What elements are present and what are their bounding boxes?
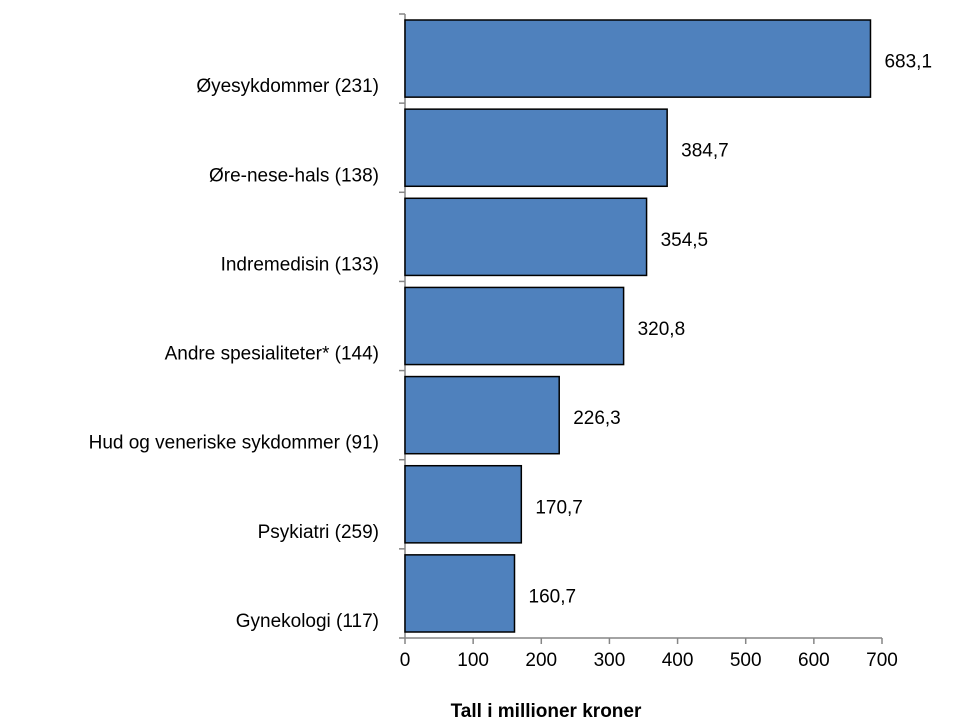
bar (404, 197, 648, 277)
value-label: 384,7 (681, 141, 729, 162)
x-tick-label: 0 (400, 650, 411, 671)
x-tick-label: 600 (798, 650, 830, 671)
value-label: 683,1 (884, 52, 932, 73)
y-tick-label: Gynekologi (117) (236, 611, 379, 632)
y-tick-label: Øyesykdommer (231) (196, 76, 379, 97)
bar (404, 108, 668, 188)
x-tick-label: 400 (662, 650, 694, 671)
value-label: 170,7 (535, 497, 583, 518)
x-tick-label: 700 (866, 650, 898, 671)
x-axis-title: Tall i millioner kroner (451, 701, 642, 722)
y-tick-label: Hud og veneriske sykdommer (91) (89, 433, 379, 454)
value-label: 320,8 (638, 319, 686, 340)
x-tick-label: 500 (730, 650, 762, 671)
value-label: 160,7 (529, 586, 577, 607)
bar (404, 19, 872, 98)
x-tick-label: 200 (525, 650, 557, 671)
bar (404, 554, 516, 633)
value-label: 354,5 (661, 230, 709, 251)
bar (404, 286, 625, 366)
x-tick-label: 100 (457, 650, 489, 671)
bar (404, 375, 560, 455)
bar (404, 464, 523, 544)
y-tick-label: Psykiatri (259) (258, 522, 379, 543)
x-tick-label: 300 (594, 650, 626, 671)
y-tick-label: Andre spesialiteter* (144) (165, 344, 379, 365)
y-tick-label: Øre-nese-hals (138) (209, 165, 379, 186)
y-tick-label: Indremedisin (133) (221, 254, 379, 275)
value-label: 226,3 (573, 408, 621, 429)
